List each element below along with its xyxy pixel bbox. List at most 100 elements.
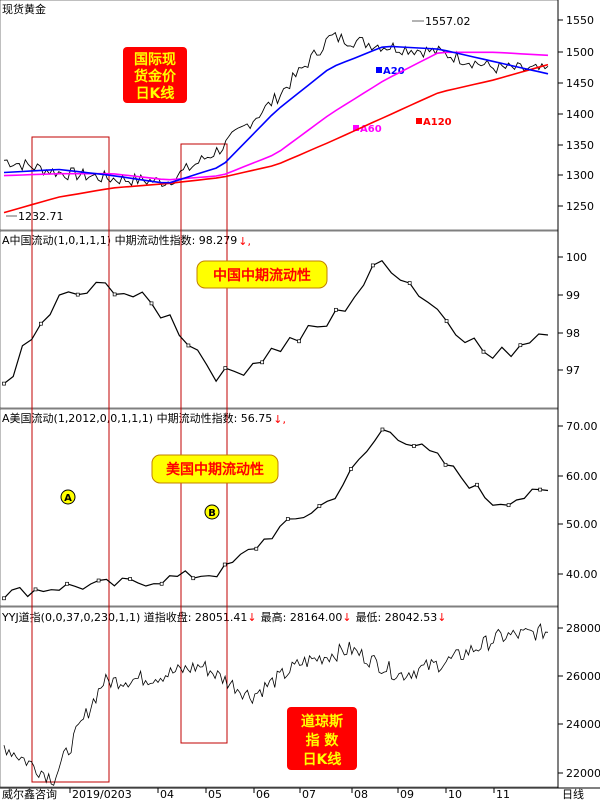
x-tick-label: 08	[354, 788, 368, 800]
china-liquidity-series-point	[186, 343, 191, 348]
panel1-ytick-label: 1300	[566, 169, 594, 182]
panel1-ytick-label: 1550	[566, 14, 594, 27]
panel2-ytick-label: 98	[566, 327, 580, 340]
ma20-swatch	[376, 67, 382, 73]
badge-china-text: 中国中期流动性	[213, 267, 311, 284]
panel3-ytick-label: 50.00	[566, 518, 598, 531]
china-liquidity-series-point	[334, 307, 338, 312]
china-liquidity-series-point	[260, 360, 265, 365]
highlight-rect-b	[180, 143, 228, 744]
x-tick-label: 07	[302, 788, 316, 800]
us-liquidity-series-point	[159, 581, 164, 586]
ma60-swatch	[353, 125, 359, 131]
us-liquidity-series-point	[412, 444, 416, 448]
panel1-ytick-label: 1450	[566, 77, 594, 90]
badge-dow-bg	[287, 707, 357, 770]
marker-b-text: B	[208, 508, 216, 519]
panel4-arrow-2: ↓	[342, 611, 351, 624]
x-tick-label: 04	[160, 788, 174, 800]
footer-period: 日线	[562, 787, 584, 800]
panel2-frame	[0, 230, 559, 409]
us-liquidity-series-point	[506, 503, 511, 508]
us-liquidity-series-point	[317, 504, 322, 508]
china-liquidity-series-point	[297, 339, 301, 344]
us-liquidity-series-point	[475, 482, 479, 487]
us-liquidity-series-point	[191, 576, 196, 581]
china-liquidity-series	[3, 259, 549, 385]
badge-gold-bg	[123, 47, 187, 103]
marker-a: A	[60, 489, 76, 505]
china-liquidity-series-point	[112, 292, 117, 297]
panel2-arrow: ↓,	[238, 235, 251, 248]
ma60-label: A60	[360, 124, 382, 135]
panel4-ytick-label: 22000	[566, 767, 600, 780]
panel4-high: 最高: 28164.00	[261, 610, 343, 624]
panel3-ytick-label: 70.00	[566, 420, 598, 433]
badge-dow-line3: 日K线	[303, 751, 342, 768]
china-liquidity-series-point	[370, 263, 375, 268]
us-liquidity-series-point	[380, 427, 385, 432]
panel4-arrow-3: ↓	[437, 611, 446, 624]
marker-a-circle	[60, 489, 76, 505]
badge-gold-line1: 国际现	[134, 52, 176, 68]
china-liquidity-series-point	[149, 301, 154, 306]
panel2-ytick-label: 100	[566, 251, 587, 264]
badge-china: 中国中期流动性	[196, 260, 328, 289]
x-tick-label: 11	[496, 788, 510, 800]
x-tick-label: 05	[208, 788, 222, 800]
marker-a-text: A	[64, 493, 72, 504]
x-tick-label: 2019/0203	[72, 788, 132, 800]
us-liquidity-series-point	[349, 467, 353, 471]
us-liquidity-series-point	[254, 546, 259, 551]
ma120-series	[3, 63, 549, 214]
panel4-header: YYJ道指(0,0,37,0,230,1,1) 道指收盘: 28051.41↓ 最…	[1, 610, 446, 624]
panel4-ytick-label: 28000	[566, 622, 600, 635]
badge-us: 美国中期流动性	[151, 454, 279, 484]
plots: ↓, ↓,	[2, 31, 549, 786]
panel1-ytick-label: 1350	[566, 139, 594, 152]
panel3-frame	[0, 408, 559, 607]
panel4-low: 最低: 28042.53	[356, 611, 438, 624]
china-liquidity-series-point	[481, 349, 486, 354]
panel2-ytick-label: 97	[566, 364, 580, 377]
panel3-arrow: ↓,	[273, 413, 286, 426]
us-liquidity-series-point	[443, 462, 448, 467]
panel4-frame	[0, 606, 559, 788]
china-liquidity-series-point	[223, 366, 228, 370]
us-liquidity-series-point	[65, 581, 69, 586]
ma60-series	[3, 51, 549, 181]
chart-title: 现货黄金	[2, 2, 46, 16]
panel2-ytick-label: 99	[566, 289, 580, 302]
china-liquidity-series-point	[39, 321, 43, 326]
annotation-low: 1232.71	[18, 210, 64, 223]
marker-b-circle	[204, 504, 220, 520]
ticks: 1550 1500 1450 1400 1350 1300 1250 100 99 98 97 70.…	[69, 14, 600, 800]
china-liquidity-series-point	[75, 292, 80, 297]
panel3-ytick-label: 40.00	[566, 568, 598, 581]
panel4-ytick-label: 24000	[566, 718, 600, 731]
us-liquidity-series	[3, 428, 549, 599]
badge-gold-line2: 货金价	[133, 68, 177, 85]
x-tick-label: 09	[400, 788, 414, 800]
badge-dow: 道琼斯 指 数 日K线	[287, 707, 357, 770]
us-liquidity-series-point	[128, 577, 132, 581]
ma20-label: A20	[383, 66, 405, 77]
panel1-ytick-label: 1500	[566, 46, 594, 59]
highlight-rect-a	[31, 136, 110, 783]
panel3-header: A美国流动(1,2012,0,0,1,1,1) 中期流动性指数: 56.75	[2, 411, 272, 425]
annotation-high: 1557.02	[425, 15, 471, 28]
footer-source: 威尔鑫咨询	[2, 787, 57, 800]
china-liquidity-series-point	[407, 281, 412, 285]
badge-us-text: 美国中期流动性	[166, 461, 264, 478]
ma120-swatch	[416, 118, 422, 124]
ma20-series	[3, 45, 549, 184]
panel4-header-main: YYJ道指(0,0,37,0,230,1,1) 道指收盘: 28051.41	[1, 610, 247, 624]
badge-dow-line2: 指 数	[306, 732, 340, 749]
panel1-frame	[0, 0, 559, 231]
us-liquidity-series-point	[33, 587, 38, 592]
panel4-arrow-1: ↓	[247, 611, 256, 624]
us-liquidity-series-point	[538, 487, 542, 492]
x-tick-label: 06	[256, 788, 270, 800]
